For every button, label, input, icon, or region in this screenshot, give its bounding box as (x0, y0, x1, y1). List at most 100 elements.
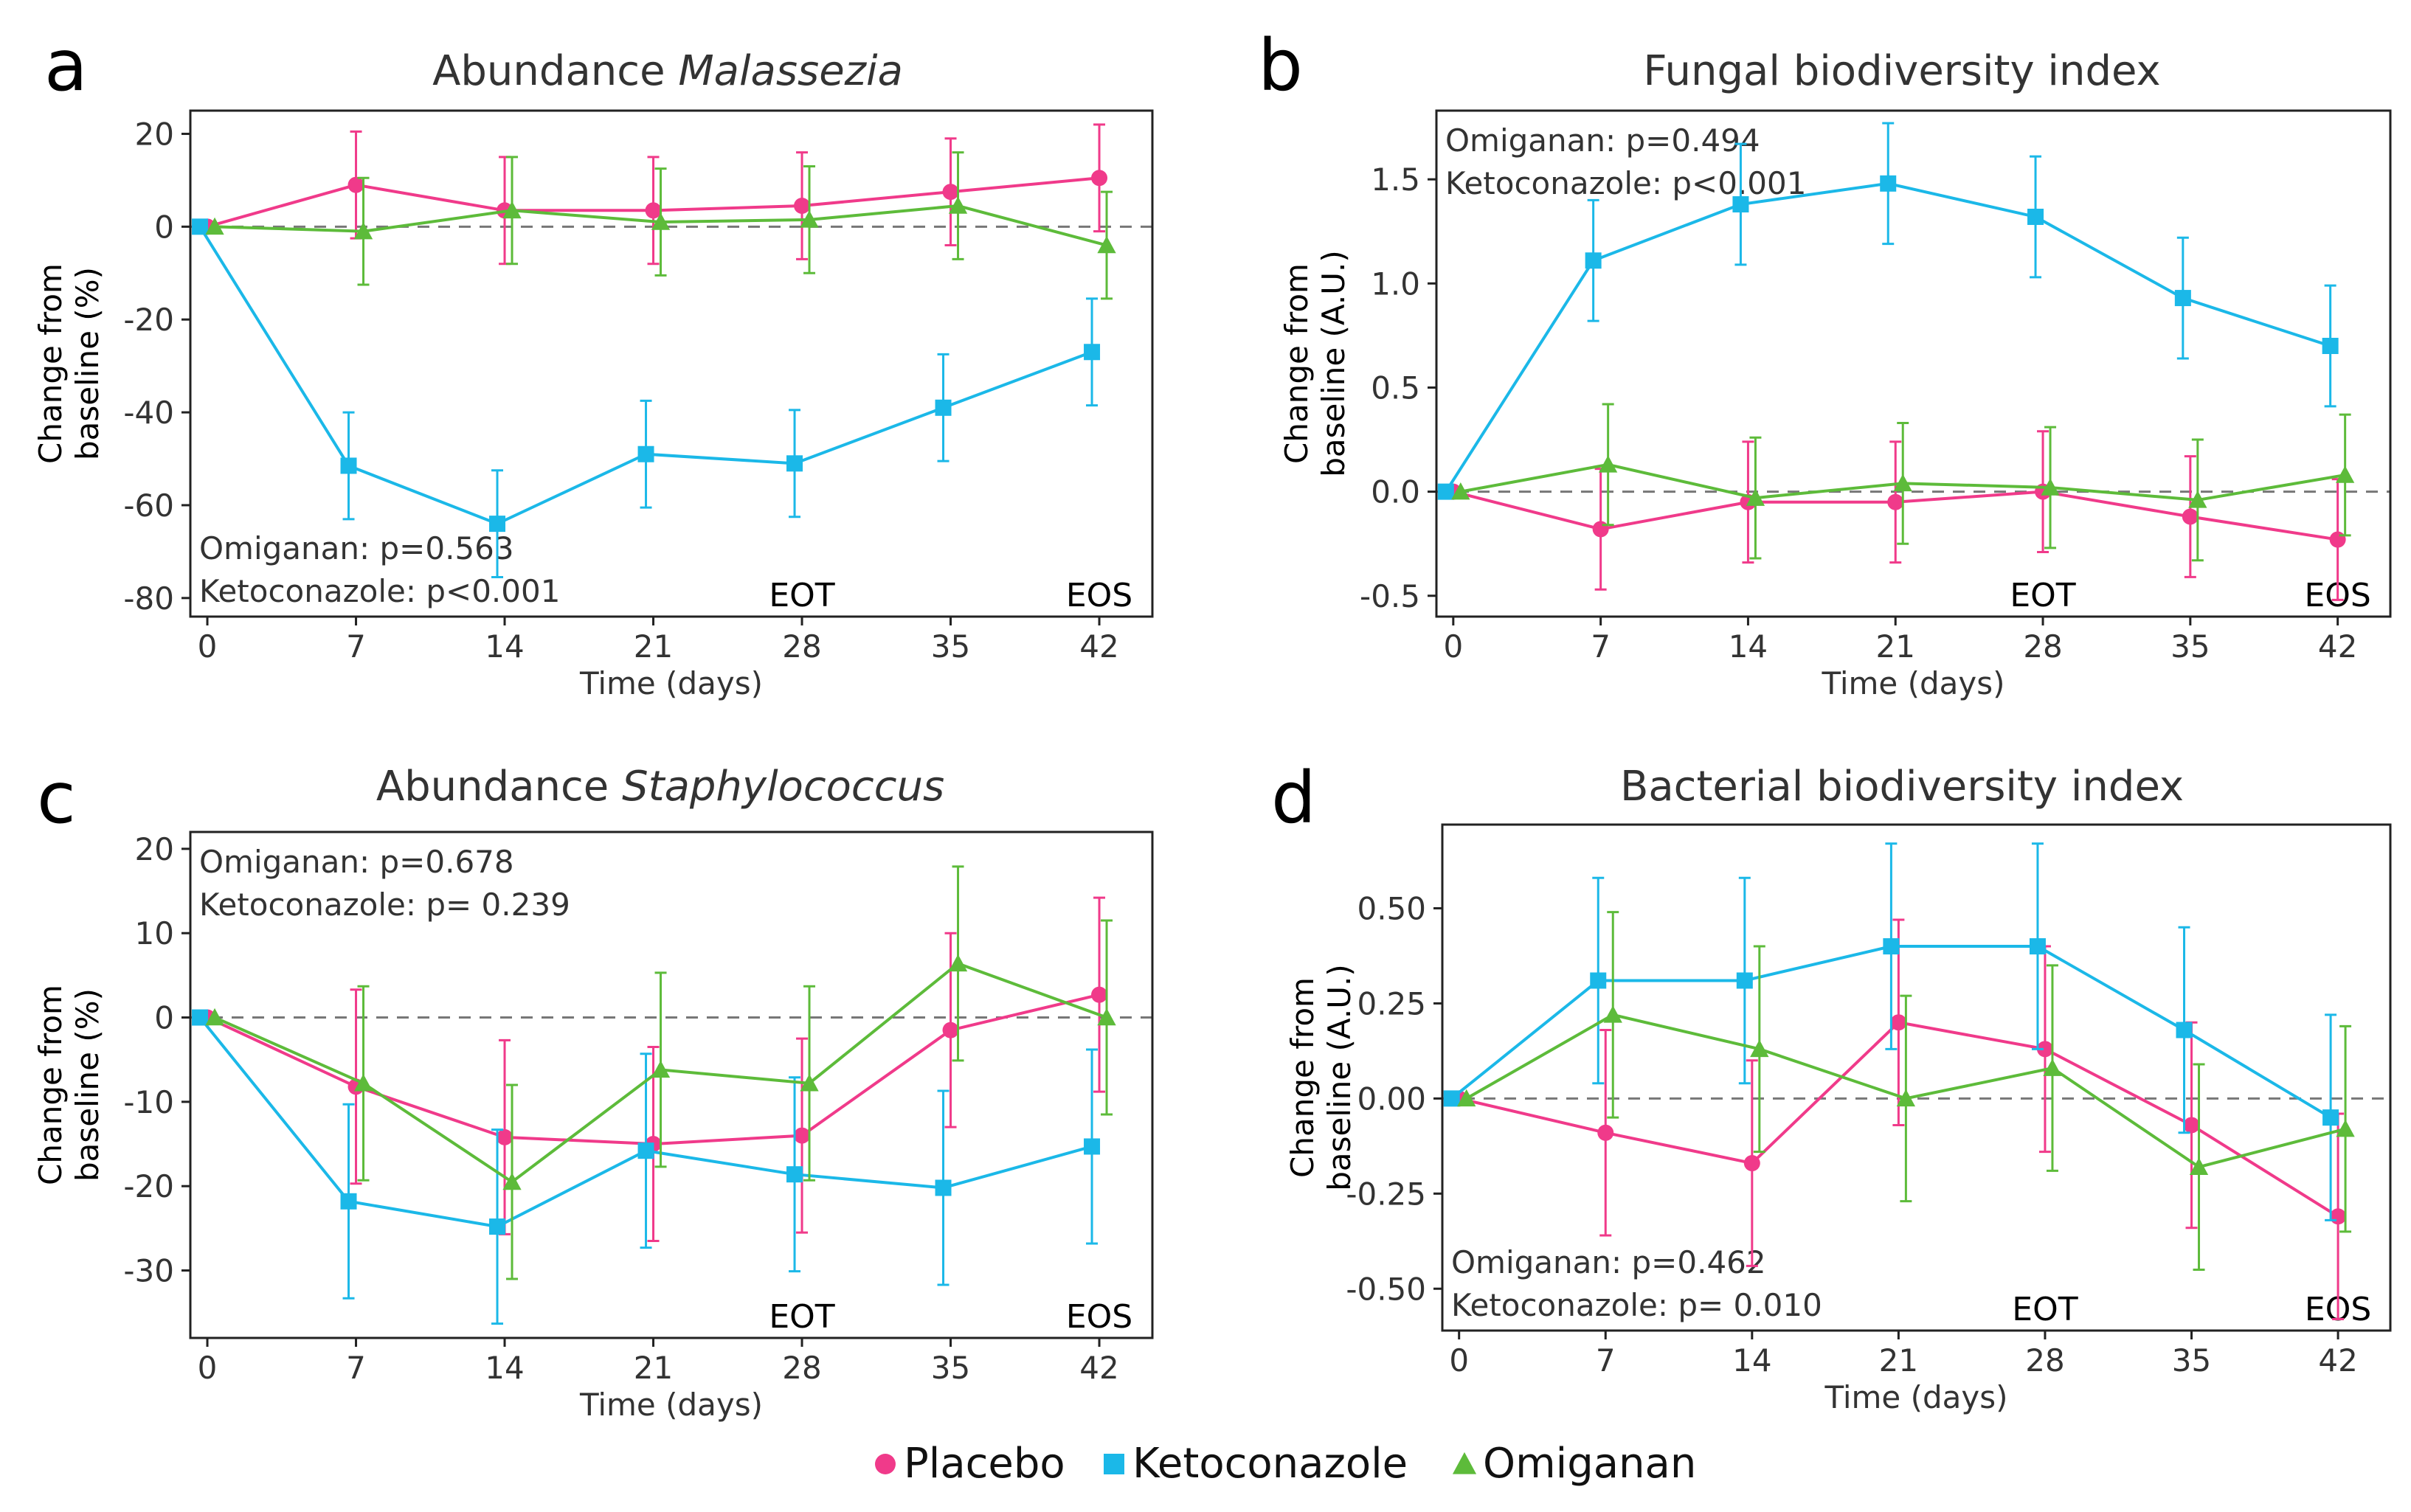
x-tick-label: 21 (634, 1350, 673, 1386)
y-axis-label: Change from (32, 985, 69, 1185)
y-tick-label: 0.5 (1371, 370, 1420, 406)
stats-line: Omiganan: p=0.563 (199, 530, 514, 566)
y-tick-label: -10 (123, 1084, 174, 1120)
legend-marker-placebo (875, 1454, 896, 1474)
y-tick-label: 0.00 (1357, 1081, 1426, 1117)
legend-label: Ketoconazole (1132, 1440, 1408, 1488)
panel-c: c Abundance Staphylococcus 20 10 0 -10 -20 -30 0… (32, 757, 1154, 1423)
chart-title-text: Bacterial biodiversity index (1620, 763, 2184, 811)
x-axis-label: Time (days) (1821, 665, 2004, 701)
data-point (935, 399, 952, 416)
data-point (637, 1142, 654, 1159)
series-ketoconazole (1437, 122, 2339, 500)
legend-label: Omiganan (1483, 1440, 1696, 1488)
y-tick-label: -20 (123, 1168, 174, 1204)
data-point (948, 196, 968, 214)
data-point (1451, 482, 1470, 500)
x-axis-label: Time (days) (579, 665, 763, 701)
eot-label: EOT (2012, 1291, 2078, 1328)
y-tick-label: 10 (135, 915, 174, 951)
data-point (2036, 1041, 2053, 1058)
series-omiganan (205, 151, 1116, 300)
data-point (1097, 1008, 1116, 1026)
x-tick-label: 0 (198, 628, 218, 665)
stats-line: Ketoconazole: p<0.001 (1445, 165, 1806, 201)
y-axis-label: Change from (1279, 263, 1315, 464)
series-placebo (1450, 918, 2347, 1321)
y-tick-label: -0.50 (1346, 1271, 1426, 1307)
x-tick-label: 28 (2023, 628, 2062, 665)
x-tick-label: 35 (931, 628, 970, 665)
data-point (497, 1128, 513, 1145)
chart-title: Bacterial biodiversity index (1620, 763, 2184, 811)
data-point (2329, 531, 2346, 548)
stats-line: Ketoconazole: p= 0.239 (199, 887, 570, 923)
plot-frame (189, 109, 1154, 618)
data-point (651, 1060, 671, 1078)
data-point (1091, 170, 1108, 187)
data-point (942, 184, 959, 201)
data-point (347, 176, 364, 193)
data-point (2027, 208, 2044, 225)
x-tick-label: 14 (485, 628, 524, 665)
chart-title-italic: Staphylococcus (622, 763, 944, 811)
data-point (1585, 252, 1602, 269)
legend-label: Placebo (904, 1440, 1065, 1488)
x-tick-label: 7 (1591, 628, 1611, 665)
stats-line: Ketoconazole: p<0.001 (199, 573, 560, 609)
series-ketoconazole (192, 1009, 1101, 1325)
data-point (205, 217, 224, 235)
series-omiganan (1457, 911, 2355, 1271)
x-tick-label: 14 (485, 1350, 524, 1386)
data-point (651, 212, 671, 230)
data-point (1590, 972, 1607, 989)
data-point (2182, 508, 2199, 525)
data-point (2029, 938, 2046, 955)
y-axis-label: baseline (%) (69, 988, 105, 1182)
y-tick-label: -40 (123, 395, 174, 431)
data-point (2183, 1117, 2200, 1134)
data-point (645, 202, 662, 219)
data-point (1443, 1090, 1460, 1107)
data-point (1592, 521, 1609, 538)
panel-a: a Abundance Malassezia 20 0 -20 -40 -60 -80 0 7 14… (32, 24, 1154, 701)
y-tick-label: -0.25 (1346, 1176, 1426, 1212)
data-point (1597, 1124, 1614, 1141)
y-tick-label: 0 (154, 209, 174, 245)
data-point (948, 954, 968, 972)
legend-marker-omiganan (1452, 1452, 1477, 1474)
data-point (637, 445, 654, 462)
data-point (1457, 1089, 1476, 1107)
data-point (2189, 1157, 2209, 1175)
data-point (489, 516, 506, 533)
eos-label: EOS (1066, 1298, 1132, 1336)
data-point (2322, 1109, 2339, 1126)
series-ketoconazole (192, 218, 1101, 579)
data-point (1732, 196, 1749, 213)
x-tick-label: 7 (1596, 1342, 1616, 1379)
chart-title-text: Fungal biodiversity index (1643, 47, 2160, 95)
y-tick-label: -80 (123, 580, 174, 617)
x-tick-label: 7 (346, 1350, 366, 1386)
data-point (1883, 938, 1900, 955)
chart-title: Abundance Staphylococcus (376, 763, 944, 811)
y-tick-label: 0 (154, 1000, 174, 1036)
panel-d: d Bacterial biodiversity index 0.50 0.25 0.0… (1271, 757, 2392, 1415)
x-tick-label: 28 (782, 1350, 821, 1386)
data-point (2176, 1022, 2193, 1038)
y-tick-label: -20 (123, 302, 174, 338)
x-tick-label: 7 (346, 628, 366, 665)
chart-title: Abundance Malassezia (432, 47, 903, 95)
data-point (2041, 478, 2060, 496)
data-point (794, 198, 811, 215)
y-tick-label: -30 (123, 1253, 174, 1289)
x-tick-label: 0 (1443, 628, 1463, 665)
chart-title-italic: Malassezia (678, 47, 903, 95)
data-point (205, 1008, 224, 1026)
data-point (340, 457, 357, 474)
data-point (1084, 1138, 1101, 1155)
eos-label: EOS (1066, 577, 1132, 614)
data-point (1437, 483, 1454, 500)
data-point (1896, 1089, 1916, 1107)
